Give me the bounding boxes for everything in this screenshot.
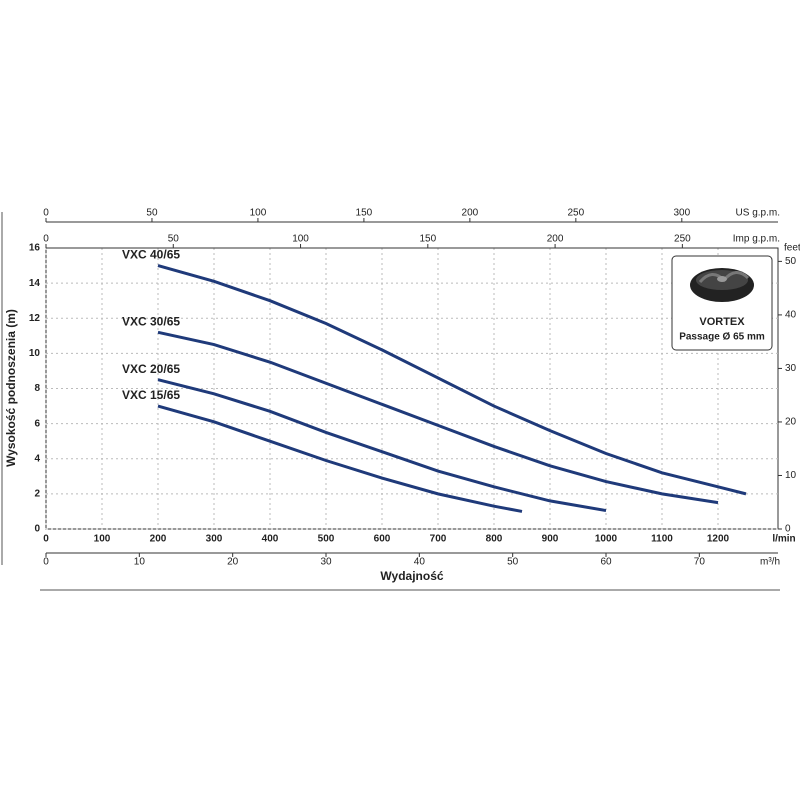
x-tick-label: 300 — [206, 534, 223, 545]
x-unit: l/min — [772, 534, 795, 545]
series-line — [157, 378, 607, 513]
x-tick-label: 900 — [542, 534, 559, 545]
series: VXC 15/65 — [122, 388, 523, 513]
inset-title: VORTEX — [699, 316, 745, 328]
series-label: VXC 30/65 — [122, 314, 180, 328]
secondary-tick-label: 50 — [507, 557, 519, 568]
x-tick-label: 600 — [374, 534, 391, 545]
secondary-tick-label: 0 — [43, 557, 49, 568]
x-axis-title: Wydajność — [380, 569, 443, 583]
series-label: VXC 20/65 — [122, 362, 180, 376]
y-tick-label: 8 — [34, 383, 40, 394]
secondary-tick-label: 70 — [694, 557, 706, 568]
x-tick-label: 1200 — [707, 534, 730, 545]
series-label: VXC 40/65 — [122, 248, 180, 262]
secondary-tick-label: 200 — [462, 208, 479, 219]
secondary-tick-label: 40 — [785, 310, 797, 321]
series-line — [157, 264, 747, 496]
secondary-tick-label: 30 — [320, 557, 332, 568]
y-tick-label: 2 — [34, 489, 40, 500]
secondary-tick-label: 10 — [785, 470, 797, 481]
secondary-tick-label: 30 — [785, 363, 797, 374]
secondary-unit: feet — [784, 243, 800, 254]
series-line — [157, 404, 523, 513]
secondary-tick-label: 40 — [414, 557, 426, 568]
series-line — [157, 330, 719, 505]
secondary-tick-label: 200 — [547, 234, 564, 245]
x-tick-label: 1000 — [595, 534, 618, 545]
secondary-tick-label: 0 — [785, 524, 791, 535]
inset-text: Passage Ø 65 mm — [679, 332, 765, 343]
y-tick-label: 12 — [29, 313, 41, 324]
x-tick-label: 800 — [486, 534, 503, 545]
y-tick-label: 0 — [34, 524, 40, 535]
x-tick-label: 100 — [94, 534, 111, 545]
y-tick-label: 14 — [29, 278, 41, 289]
secondary-tick-label: 100 — [292, 234, 309, 245]
secondary-tick-label: 60 — [600, 557, 612, 568]
secondary-tick-label: 100 — [250, 208, 267, 219]
secondary-unit: m³/h — [760, 557, 780, 568]
secondary-unit: US g.p.m. — [736, 208, 780, 219]
secondary-tick-label: 150 — [356, 208, 373, 219]
inset: VORTEX Passage Ø 65 mm — [671, 255, 773, 351]
secondary-tick-label: 250 — [674, 234, 691, 245]
secondary-tick-label: 250 — [567, 208, 584, 219]
secondary-tick-label: 50 — [785, 256, 797, 267]
secondary-tick-label: 50 — [146, 208, 158, 219]
x-tick-label: 1100 — [651, 534, 673, 545]
series: VXC 30/65 — [122, 314, 719, 505]
x-tick-label: 200 — [150, 534, 167, 545]
series: VXC 20/65 — [122, 362, 607, 513]
secondary-unit: Imp g.p.m. — [733, 234, 780, 245]
series: VXC 40/65 — [122, 248, 747, 496]
x-tick-label: 0 — [43, 534, 49, 545]
x-tick-label: 700 — [430, 534, 447, 545]
secondary-tick-label: 10 — [134, 557, 146, 568]
secondary-tick-label: 20 — [785, 417, 797, 428]
x-tick-label: 500 — [318, 534, 335, 545]
secondary-tick-label: 300 — [673, 208, 690, 219]
secondary-tick-label: 20 — [227, 557, 239, 568]
impeller-icon — [717, 276, 727, 282]
x-tick-label: 400 — [262, 534, 279, 545]
secondary-tick-label: 0 — [43, 208, 49, 219]
y-tick-label: 16 — [29, 243, 41, 254]
series-label: VXC 15/65 — [122, 388, 180, 402]
y-tick-label: 10 — [29, 348, 41, 359]
secondary-tick-label: 150 — [419, 234, 436, 245]
secondary-tick-label: 50 — [168, 234, 180, 245]
secondary-tick-label: 0 — [43, 234, 49, 245]
y-tick-label: 4 — [34, 453, 40, 464]
y-tick-label: 6 — [34, 418, 40, 429]
y-axis-title: Wysokość podnoszenia (m) — [4, 309, 18, 467]
